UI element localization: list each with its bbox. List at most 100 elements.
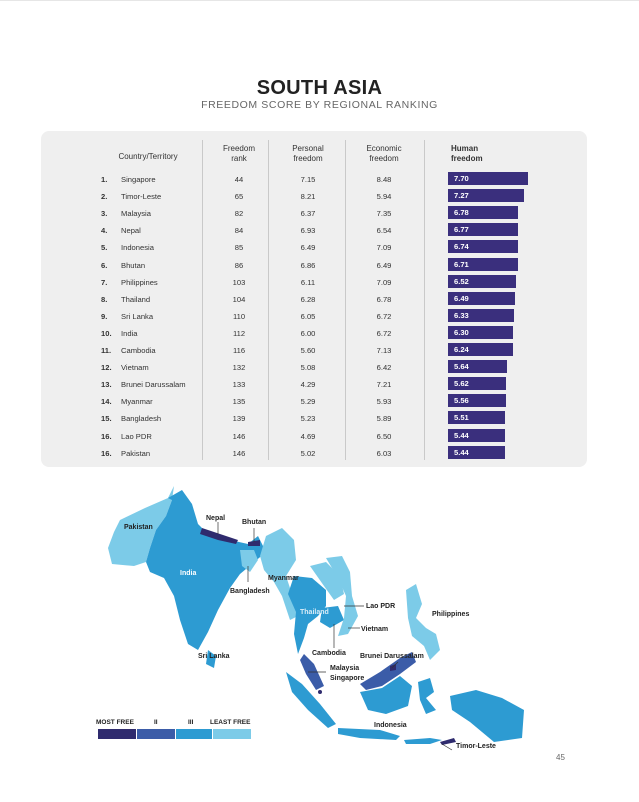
row-economic-freedom: 6.03 [376, 448, 392, 458]
table-row: 9. Sri Lanka 110 6.05 6.72 6.33 [0, 308, 639, 325]
row-freedom-rank: 103 [232, 277, 246, 287]
map-malaysia-borneo [360, 652, 416, 690]
row-economic-freedom: 6.72 [376, 328, 392, 338]
row-rank-number: 14. [101, 397, 112, 407]
row-economic-freedom: 7.13 [376, 346, 392, 355]
column-divider [202, 140, 203, 460]
map-bhutan [248, 540, 260, 546]
human-freedom-bar: 6.77 [448, 223, 518, 237]
map-indonesia-east [450, 690, 524, 742]
human-freedom-bar: 6.52 [448, 274, 516, 288]
map-indonesia-java [338, 728, 400, 740]
map-bangladesh [240, 550, 258, 572]
map-singapore [318, 690, 322, 694]
row-economic-freedom: 5.94 [376, 192, 392, 202]
table-row: 1. Singapore 44 7.15 8.48 7.70 [0, 171, 639, 188]
top-rule [0, 0, 639, 1]
row-economic-freedom: 5.89 [376, 414, 392, 424]
row-personal-freedom: 6.05 [300, 311, 316, 321]
row-rank-number: 7. [101, 277, 108, 287]
label-indonesia: Indonesia [374, 722, 407, 729]
row-rank-number: 15. [101, 414, 112, 424]
region-map: Pakistan Nepal Bhutan India Myanmar Bang… [108, 486, 524, 751]
human-freedom-bar: 5.51 [448, 411, 505, 425]
row-personal-freedom: 4.69 [300, 431, 316, 441]
row-rank-number: 16. [101, 431, 112, 441]
human-freedom-bar: 5.64 [448, 360, 507, 374]
table-row: 10. India 112 6.00 6.72 6.30 [0, 325, 639, 342]
table-row: 12. Vietnam 132 5.08 6.42 5.64 [0, 359, 639, 376]
row-personal-freedom: 5.60 [300, 346, 316, 355]
row-rank-number: 4. [101, 226, 108, 236]
row-economic-freedom: 6.54 [376, 226, 392, 236]
label-singapore: Singapore [330, 675, 364, 682]
row-country-name: Vietnam [121, 363, 149, 373]
map-myanmar [260, 528, 298, 620]
row-rank-number: 10. [101, 328, 112, 338]
row-personal-freedom: 6.86 [300, 260, 316, 270]
table-row: 8. Thailand 104 6.28 6.78 6.49 [0, 291, 639, 308]
table-row: 5. Indonesia 85 6.49 7.09 6.74 [0, 239, 639, 256]
label-india: India [180, 570, 196, 577]
table-row: 11. Cambodia 116 5.60 7.13 6.24 [0, 342, 639, 359]
row-rank-number: 16. [101, 448, 112, 458]
legend-swatch-least-free [213, 729, 251, 739]
row-country-name: Brunei Darussalam [121, 380, 186, 390]
label-bangladesh: Bangladesh [230, 588, 270, 595]
legend-swatch-ii [137, 729, 175, 739]
page-subtitle: FREEDOM SCORE BY REGIONAL RANKING [201, 99, 438, 111]
table-row: 16. Lao PDR 146 4.69 6.50 5.44 [0, 428, 639, 445]
row-freedom-rank: 135 [232, 397, 246, 407]
human-freedom-bar: 5.44 [448, 428, 505, 442]
row-rank-number: 2. [101, 192, 108, 202]
row-personal-freedom: 6.49 [300, 243, 316, 253]
legend-swatch-iii [176, 729, 212, 739]
row-freedom-rank: 139 [232, 414, 246, 424]
column-divider [424, 140, 425, 460]
map-indonesia-islands [404, 738, 442, 744]
row-economic-freedom: 7.21 [376, 380, 392, 390]
label-pakistan: Pakistan [124, 524, 153, 531]
row-personal-freedom: 6.93 [300, 226, 316, 236]
row-freedom-rank: 133 [232, 380, 246, 390]
human-freedom-bar: 6.78 [448, 206, 518, 220]
row-personal-freedom: 8.21 [300, 192, 316, 202]
row-freedom-rank: 84 [234, 226, 244, 236]
row-freedom-rank: 65 [234, 192, 244, 202]
row-rank-number: 6. [101, 260, 108, 270]
map-vietnam [326, 556, 358, 636]
label-myanmar: Myanmar [268, 575, 299, 582]
human-freedom-bar: 5.44 [448, 445, 505, 459]
row-country-name: Thailand [121, 294, 151, 304]
row-personal-freedom: 5.02 [300, 448, 316, 458]
table-row: 2. Timor-Leste 65 8.21 5.94 7.27 [0, 188, 639, 205]
map-india [146, 490, 266, 650]
human-freedom-bar: 7.27 [448, 189, 524, 203]
table-row: 13. Brunei Darussalam 133 4.29 7.21 5.62 [0, 376, 639, 393]
row-rank-number: 8. [101, 294, 108, 304]
human-freedom-bar: 6.49 [448, 291, 515, 305]
row-country-name: India [121, 328, 138, 338]
table-row: 7. Philippines 103 6.11 7.09 6.52 [0, 274, 639, 291]
map-nepal [200, 528, 238, 544]
row-economic-freedom: 7.09 [376, 277, 392, 287]
label-timor-leste: Timor-Leste [456, 743, 496, 750]
row-personal-freedom: 7.15 [300, 175, 316, 184]
row-country-name: Nepal [121, 226, 141, 236]
table-row: 3. Malaysia 82 6.37 7.35 6.78 [0, 205, 639, 222]
row-economic-freedom: 5.93 [376, 397, 392, 407]
row-freedom-rank: 132 [232, 363, 246, 373]
row-personal-freedom: 6.00 [300, 328, 316, 338]
human-freedom-bar: 6.71 [448, 257, 518, 271]
row-economic-freedom: 6.42 [376, 363, 392, 373]
label-brunei: Brunei Darussalam [360, 653, 424, 660]
legend-tier-ii: II [154, 719, 158, 726]
row-personal-freedom: 4.29 [300, 380, 316, 390]
page-title: SOUTH ASIA [256, 77, 383, 99]
label-vietnam: Vietnam [361, 626, 388, 633]
map-indonesia-kalimantan [360, 676, 412, 714]
header-human-freedom: Human freedom [451, 144, 483, 163]
legend-least-free: LEAST FREE [210, 719, 251, 726]
row-rank-number: 5. [101, 243, 108, 253]
row-freedom-rank: 82 [234, 209, 244, 219]
